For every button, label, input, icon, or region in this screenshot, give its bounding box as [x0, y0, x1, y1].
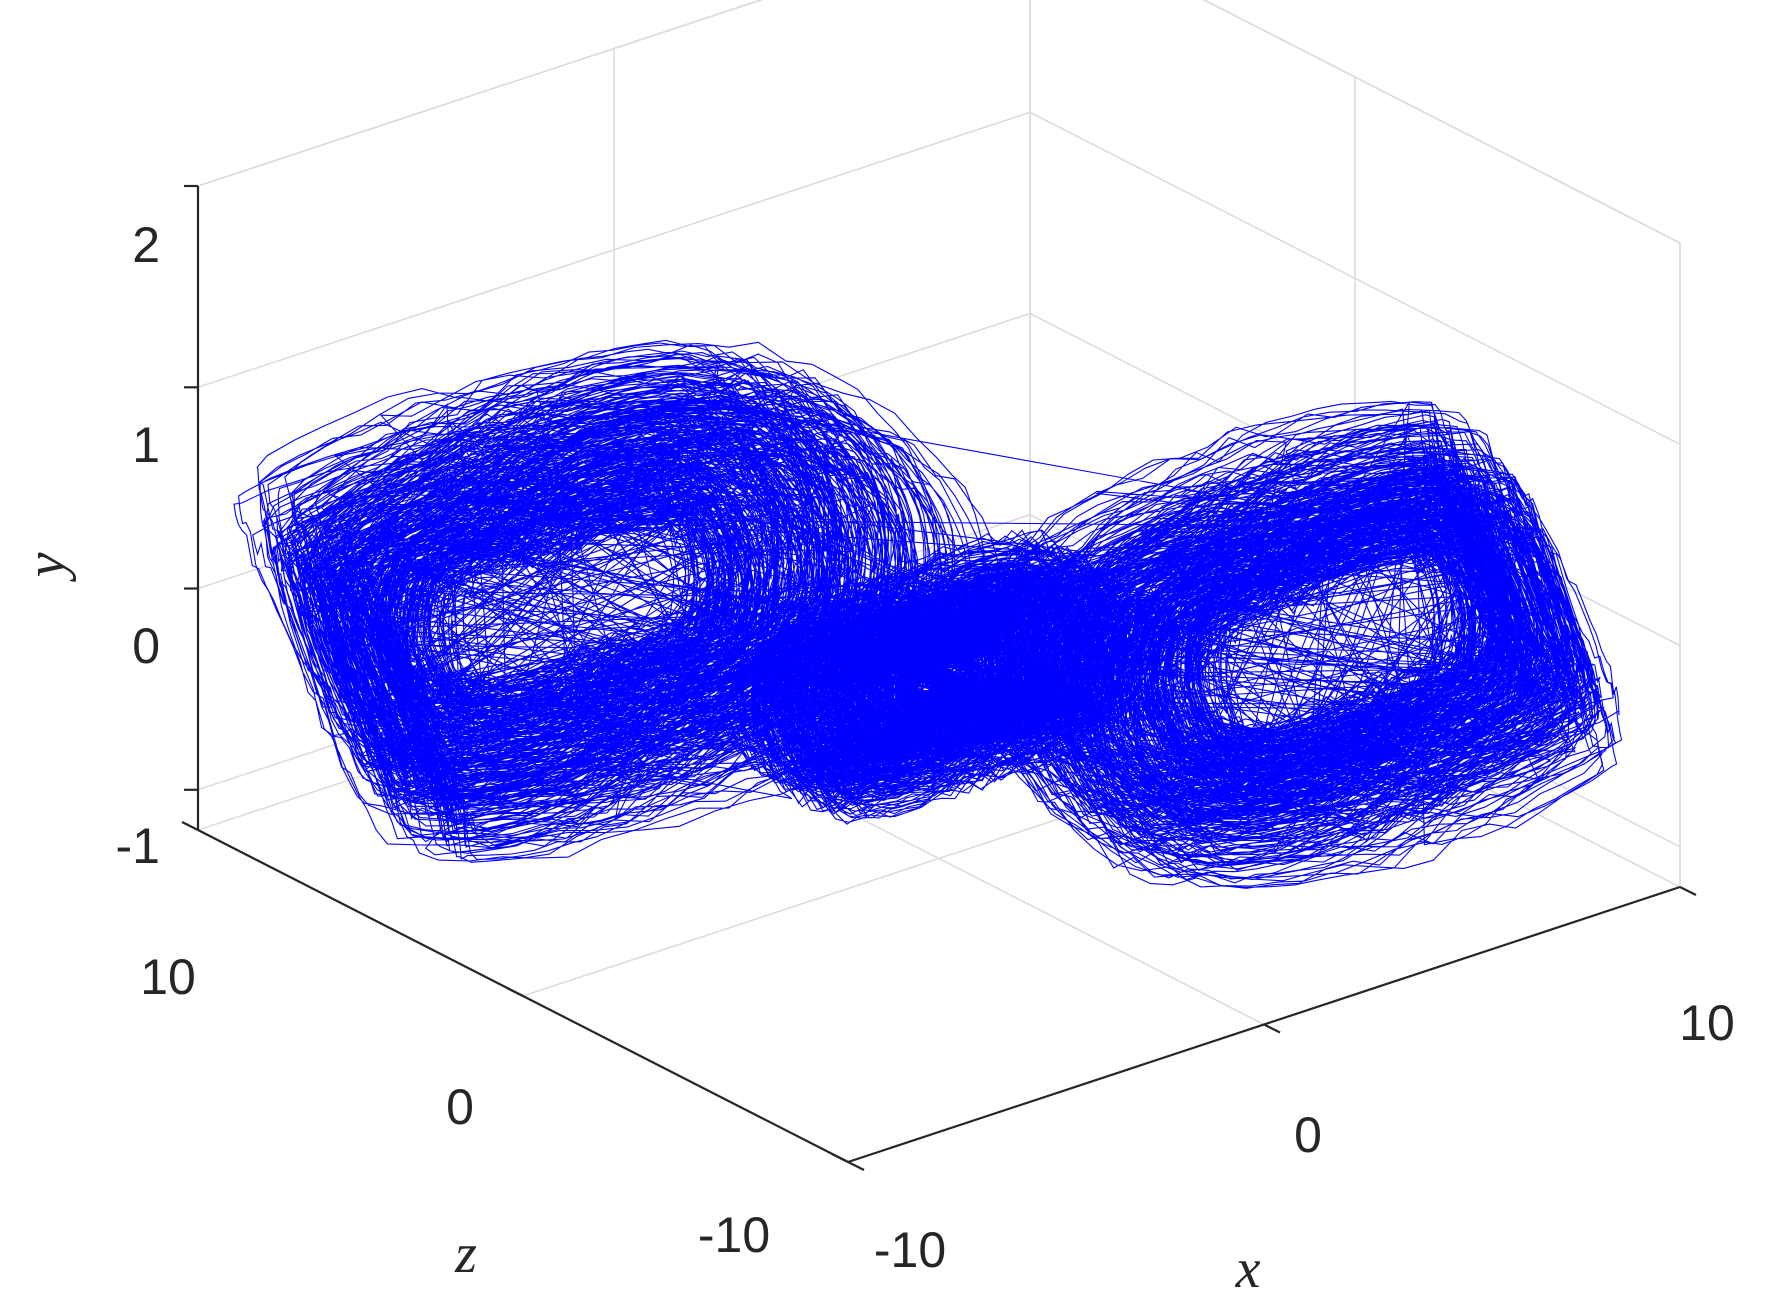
trajectory-line	[233, 339, 1623, 889]
pane-edge-top-back	[197, 0, 764, 187]
z-tick-labels: 10 0 -10	[140, 949, 770, 1263]
grid-line-side-y	[1029, 312, 1681, 647]
z-tick-mark	[506, 987, 524, 997]
trajectory	[233, 339, 1623, 889]
z-tick-mark	[831, 1153, 849, 1163]
z-tick-mark	[181, 821, 199, 831]
x-axis-label: x	[1235, 1238, 1261, 1300]
y-tick-label-0: 0	[132, 618, 160, 674]
x-tick-mark	[847, 1161, 865, 1171]
z-tick-label-0: 0	[446, 1079, 474, 1135]
x-tick-label-10: 10	[1679, 995, 1735, 1051]
x-tick-labels: -10 0 10	[874, 995, 1735, 1278]
y-tick-labels: 2 1 0 -1	[116, 217, 160, 874]
x-tick-label-neg10: -10	[874, 1222, 946, 1278]
y-tick-label-neg1: -1	[116, 818, 160, 874]
x-tick-mark	[1263, 1023, 1281, 1034]
z-tick-label-10: 10	[140, 949, 196, 1005]
y-tick-label-2: 2	[132, 217, 160, 273]
x-tick-label-0: 0	[1294, 1107, 1322, 1163]
y-tick-label-1: 1	[132, 417, 160, 473]
pane-edge-top-side	[1202, 0, 1681, 244]
axes-box	[181, 184, 1697, 1171]
x-tick-mark	[1679, 886, 1697, 896]
z-axis-label: z	[454, 1223, 477, 1285]
z-tick-label-neg10: -10	[698, 1207, 770, 1263]
y-axis-label: y	[15, 552, 77, 582]
grid-line-back-y	[197, 111, 1031, 389]
grid-line-side-y	[1029, 111, 1681, 446]
